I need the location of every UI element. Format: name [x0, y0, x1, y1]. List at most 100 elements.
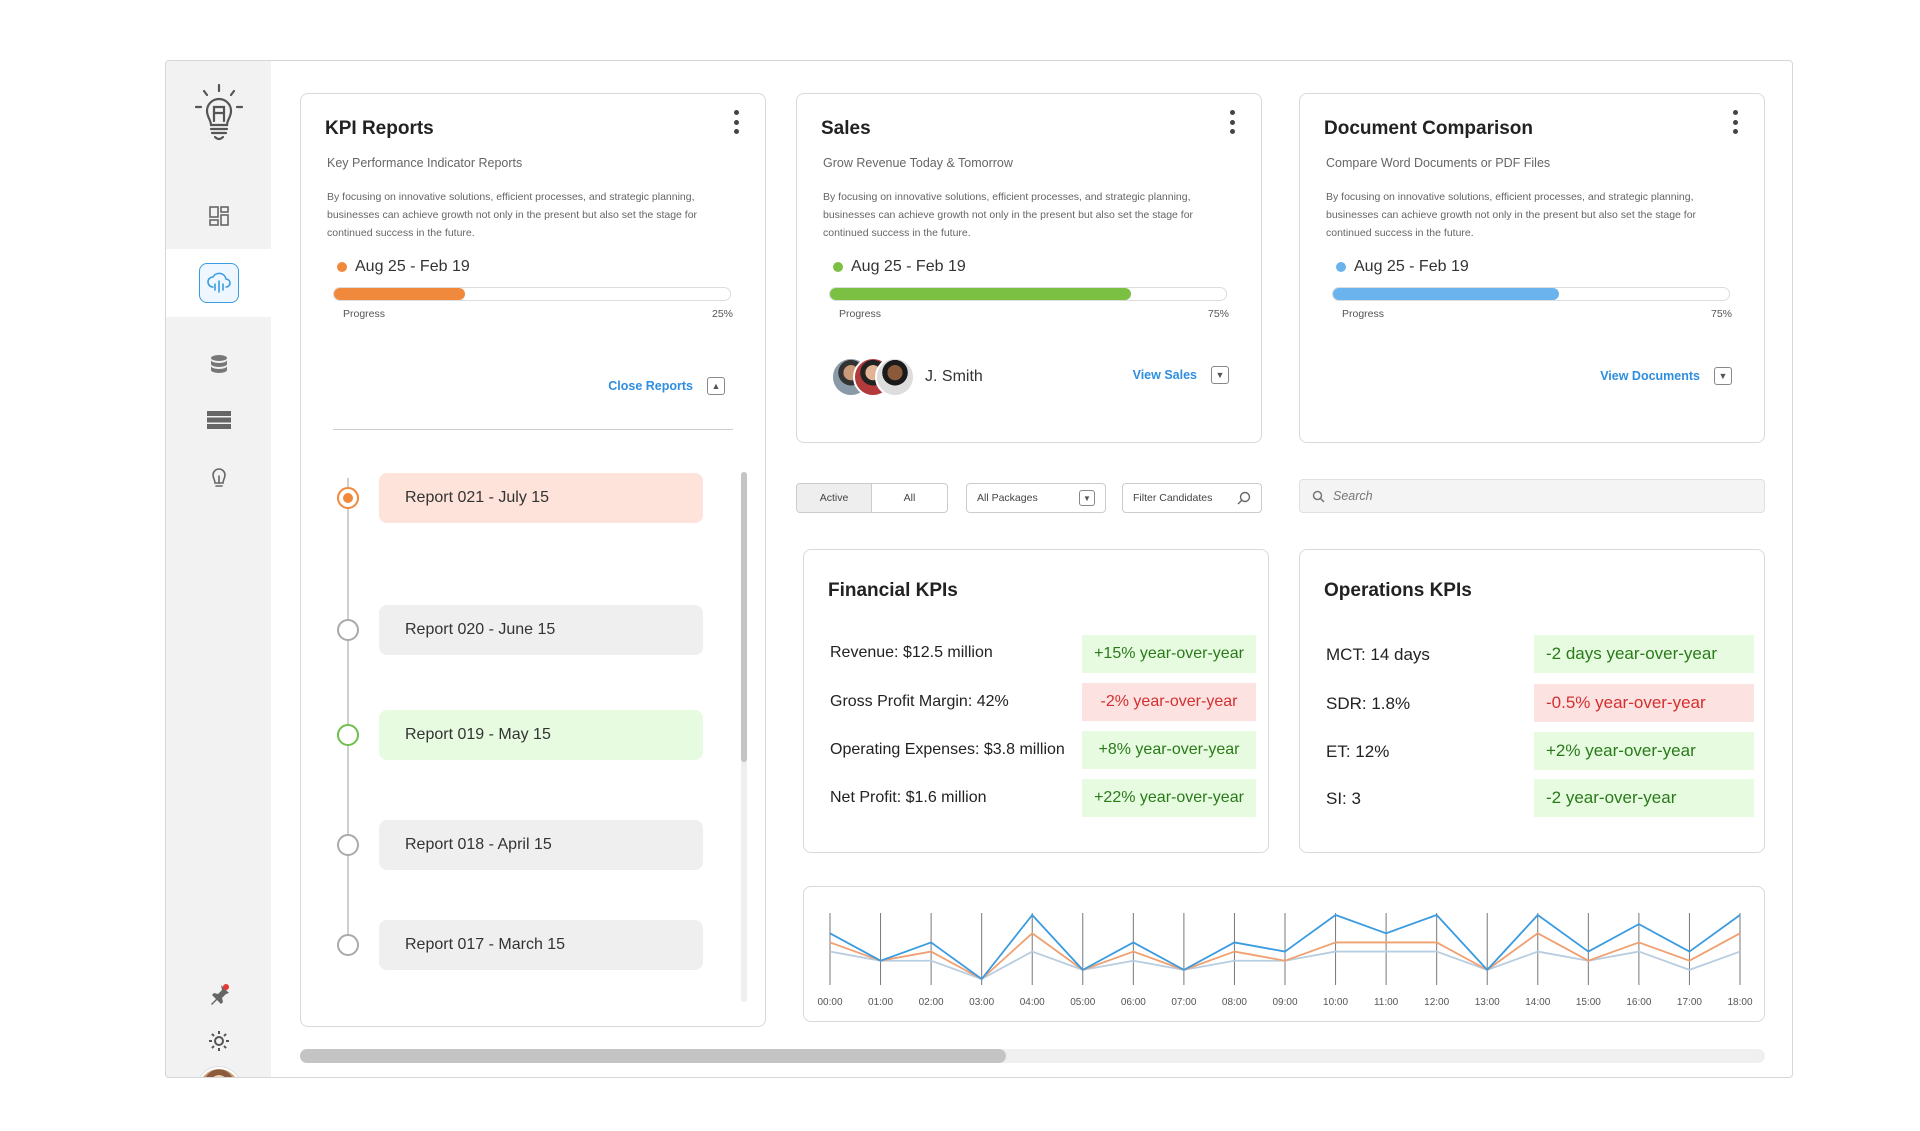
- sidebar-item-cloud[interactable]: [166, 249, 271, 317]
- active-tab[interactable]: Active: [797, 484, 872, 512]
- gear-icon: [208, 1031, 229, 1051]
- progress-fill: [334, 288, 465, 300]
- progress-bar: [829, 287, 1227, 301]
- x-tick-label: 14:00: [1525, 997, 1550, 1008]
- view-sales-label: View Sales: [1132, 368, 1197, 382]
- card-title: Operations KPIs: [1324, 580, 1472, 601]
- x-tick-label: 08:00: [1222, 997, 1247, 1008]
- status-dot: [1336, 262, 1346, 272]
- lightbulb-logo-icon: [194, 83, 244, 141]
- x-tick-label: 09:00: [1272, 997, 1297, 1008]
- sidebar: [166, 61, 271, 1077]
- more-options-icon[interactable]: [1732, 110, 1738, 134]
- status-segmented-control: Active All: [796, 483, 948, 513]
- line-chart-card: 00:00 01:00 02:00 03:00 04:00 05:00 06:00 07:00…: [803, 886, 1765, 1022]
- packages-select-value: All Packages: [977, 492, 1038, 504]
- timeline-item[interactable]: Report 018 - April 15: [379, 820, 703, 870]
- x-tick-label: 10:00: [1323, 997, 1348, 1008]
- chevron-down-icon: ▼: [1211, 366, 1229, 384]
- owner-name: J. Smith: [925, 368, 983, 385]
- progress-fill: [1333, 288, 1559, 300]
- more-options-icon[interactable]: [733, 110, 739, 134]
- view-documents-link[interactable]: View Documents ▼: [1600, 367, 1732, 385]
- date-range-label: Aug 25 - Feb 19: [1354, 258, 1469, 275]
- kpi-label: Gross Profit Margin: 42%: [830, 693, 1009, 710]
- search-input[interactable]: Search: [1299, 479, 1765, 513]
- timeline-dot-done: [337, 724, 359, 746]
- notification-dot: [223, 984, 229, 990]
- kpi-label: ET: 12%: [1326, 742, 1390, 761]
- date-range: Aug 25 - Feb 19: [337, 258, 470, 276]
- timeline-item[interactable]: Report 020 - June 15: [379, 605, 703, 655]
- chevron-down-icon: ▼: [1714, 367, 1732, 385]
- progress-value: 25%: [711, 308, 733, 320]
- card-title: KPI Reports: [325, 118, 434, 139]
- series-line: [829, 914, 1741, 980]
- horizontal-scrollbar-thumb[interactable]: [300, 1049, 1006, 1063]
- search-placeholder: Search: [1333, 489, 1373, 503]
- x-tick-label: 04:00: [1020, 997, 1045, 1008]
- status-dot: [833, 262, 843, 272]
- kpi-change-badge: -2 year-over-year: [1534, 779, 1754, 817]
- operations-kpis-card: Operations KPIs MCT: 14 days -2 days yea…: [1299, 549, 1765, 853]
- progress-bar: [333, 287, 731, 301]
- status-dot: [337, 262, 347, 272]
- sidebar-item-database[interactable]: [166, 337, 271, 393]
- card-description: By focusing on innovative solutions, eff…: [327, 191, 698, 239]
- card-subtitle: Compare Word Documents or PDF Files: [1326, 156, 1551, 170]
- timeline-scrollbar-thumb[interactable]: [741, 472, 747, 762]
- card-description: By focusing on innovative solutions, eff…: [823, 191, 1194, 239]
- card-title: Document Comparison: [1324, 118, 1534, 139]
- dashboard-icon: [208, 206, 229, 226]
- kpi-label: Revenue: $12.5 million: [830, 644, 993, 661]
- date-range: Aug 25 - Feb 19: [1336, 258, 1469, 276]
- x-tick-label: 12:00: [1424, 997, 1449, 1008]
- timeline-scrollbar-track[interactable]: [741, 472, 747, 1002]
- timeline-item[interactable]: Report 017 - March 15: [379, 920, 703, 970]
- filter-candidates-input[interactable]: Filter Candidates: [1122, 483, 1262, 513]
- search-icon: [1312, 490, 1325, 503]
- close-reports-link[interactable]: Close Reports ▲: [608, 377, 725, 395]
- filter-candidates-placeholder: Filter Candidates: [1133, 492, 1213, 504]
- x-tick-label: 06:00: [1121, 997, 1146, 1008]
- timeline-dot: [337, 619, 359, 641]
- date-range: Aug 25 - Feb 19: [833, 258, 966, 276]
- avatar: [875, 357, 915, 397]
- more-options-icon[interactable]: [1229, 110, 1235, 134]
- chevron-down-icon: ▼: [1079, 490, 1095, 506]
- team-avatars[interactable]: [831, 357, 915, 399]
- kpi-change-badge: +2% year-over-year: [1534, 732, 1754, 770]
- kpi-label: SI: 3: [1326, 789, 1361, 808]
- kpi-change-badge: -0.5% year-over-year: [1534, 684, 1754, 722]
- kpi-label: SDR: 1.8%: [1326, 694, 1411, 713]
- financial-kpis-card: Financial KPIs Revenue: $12.5 million +1…: [803, 549, 1269, 853]
- sidebar-item-dashboard[interactable]: [166, 188, 271, 244]
- line-chart: 00:00 01:00 02:00 03:00 04:00 05:00 06:00 07:00…: [817, 913, 1753, 1008]
- timeline-item[interactable]: Report 021 - July 15: [379, 473, 703, 523]
- x-tick-label: 13:00: [1475, 997, 1500, 1008]
- view-documents-label: View Documents: [1600, 369, 1700, 383]
- date-range-label: Aug 25 - Feb 19: [851, 258, 966, 275]
- view-sales-link[interactable]: View Sales ▼: [1133, 366, 1229, 384]
- pin-icon: [210, 985, 229, 1005]
- x-tick-label: 17:00: [1677, 997, 1702, 1008]
- progress-bar: [1332, 287, 1730, 301]
- packages-select[interactable]: All Packages ▼: [966, 483, 1106, 513]
- timeline-dot-active: [337, 487, 359, 509]
- card-title: Financial KPIs: [828, 580, 958, 601]
- kpi-reports-card: KPI Reports Key Performance Indicator Re…: [300, 93, 766, 1027]
- all-tab[interactable]: All: [903, 492, 916, 504]
- user-avatar-button[interactable]: [166, 1061, 271, 1077]
- x-tick-label: 07:00: [1171, 997, 1196, 1008]
- timeline-item[interactable]: Report 019 - May 15: [379, 710, 703, 760]
- sidebar-item-server[interactable]: [166, 392, 271, 448]
- x-tick-label: 03:00: [969, 997, 994, 1008]
- search-icon: [1237, 491, 1251, 505]
- sidebar-item-ideas[interactable]: [166, 448, 271, 504]
- settings-button[interactable]: [166, 1013, 271, 1069]
- horizontal-scrollbar-track[interactable]: [300, 1049, 1765, 1063]
- kpi-label: Net Profit: $1.6 million: [830, 789, 987, 806]
- x-tick-label: 05:00: [1070, 997, 1095, 1008]
- sales-card: Sales Grow Revenue Today & Tomorrow By f…: [796, 93, 1262, 443]
- notifications-button[interactable]: [166, 967, 271, 1023]
